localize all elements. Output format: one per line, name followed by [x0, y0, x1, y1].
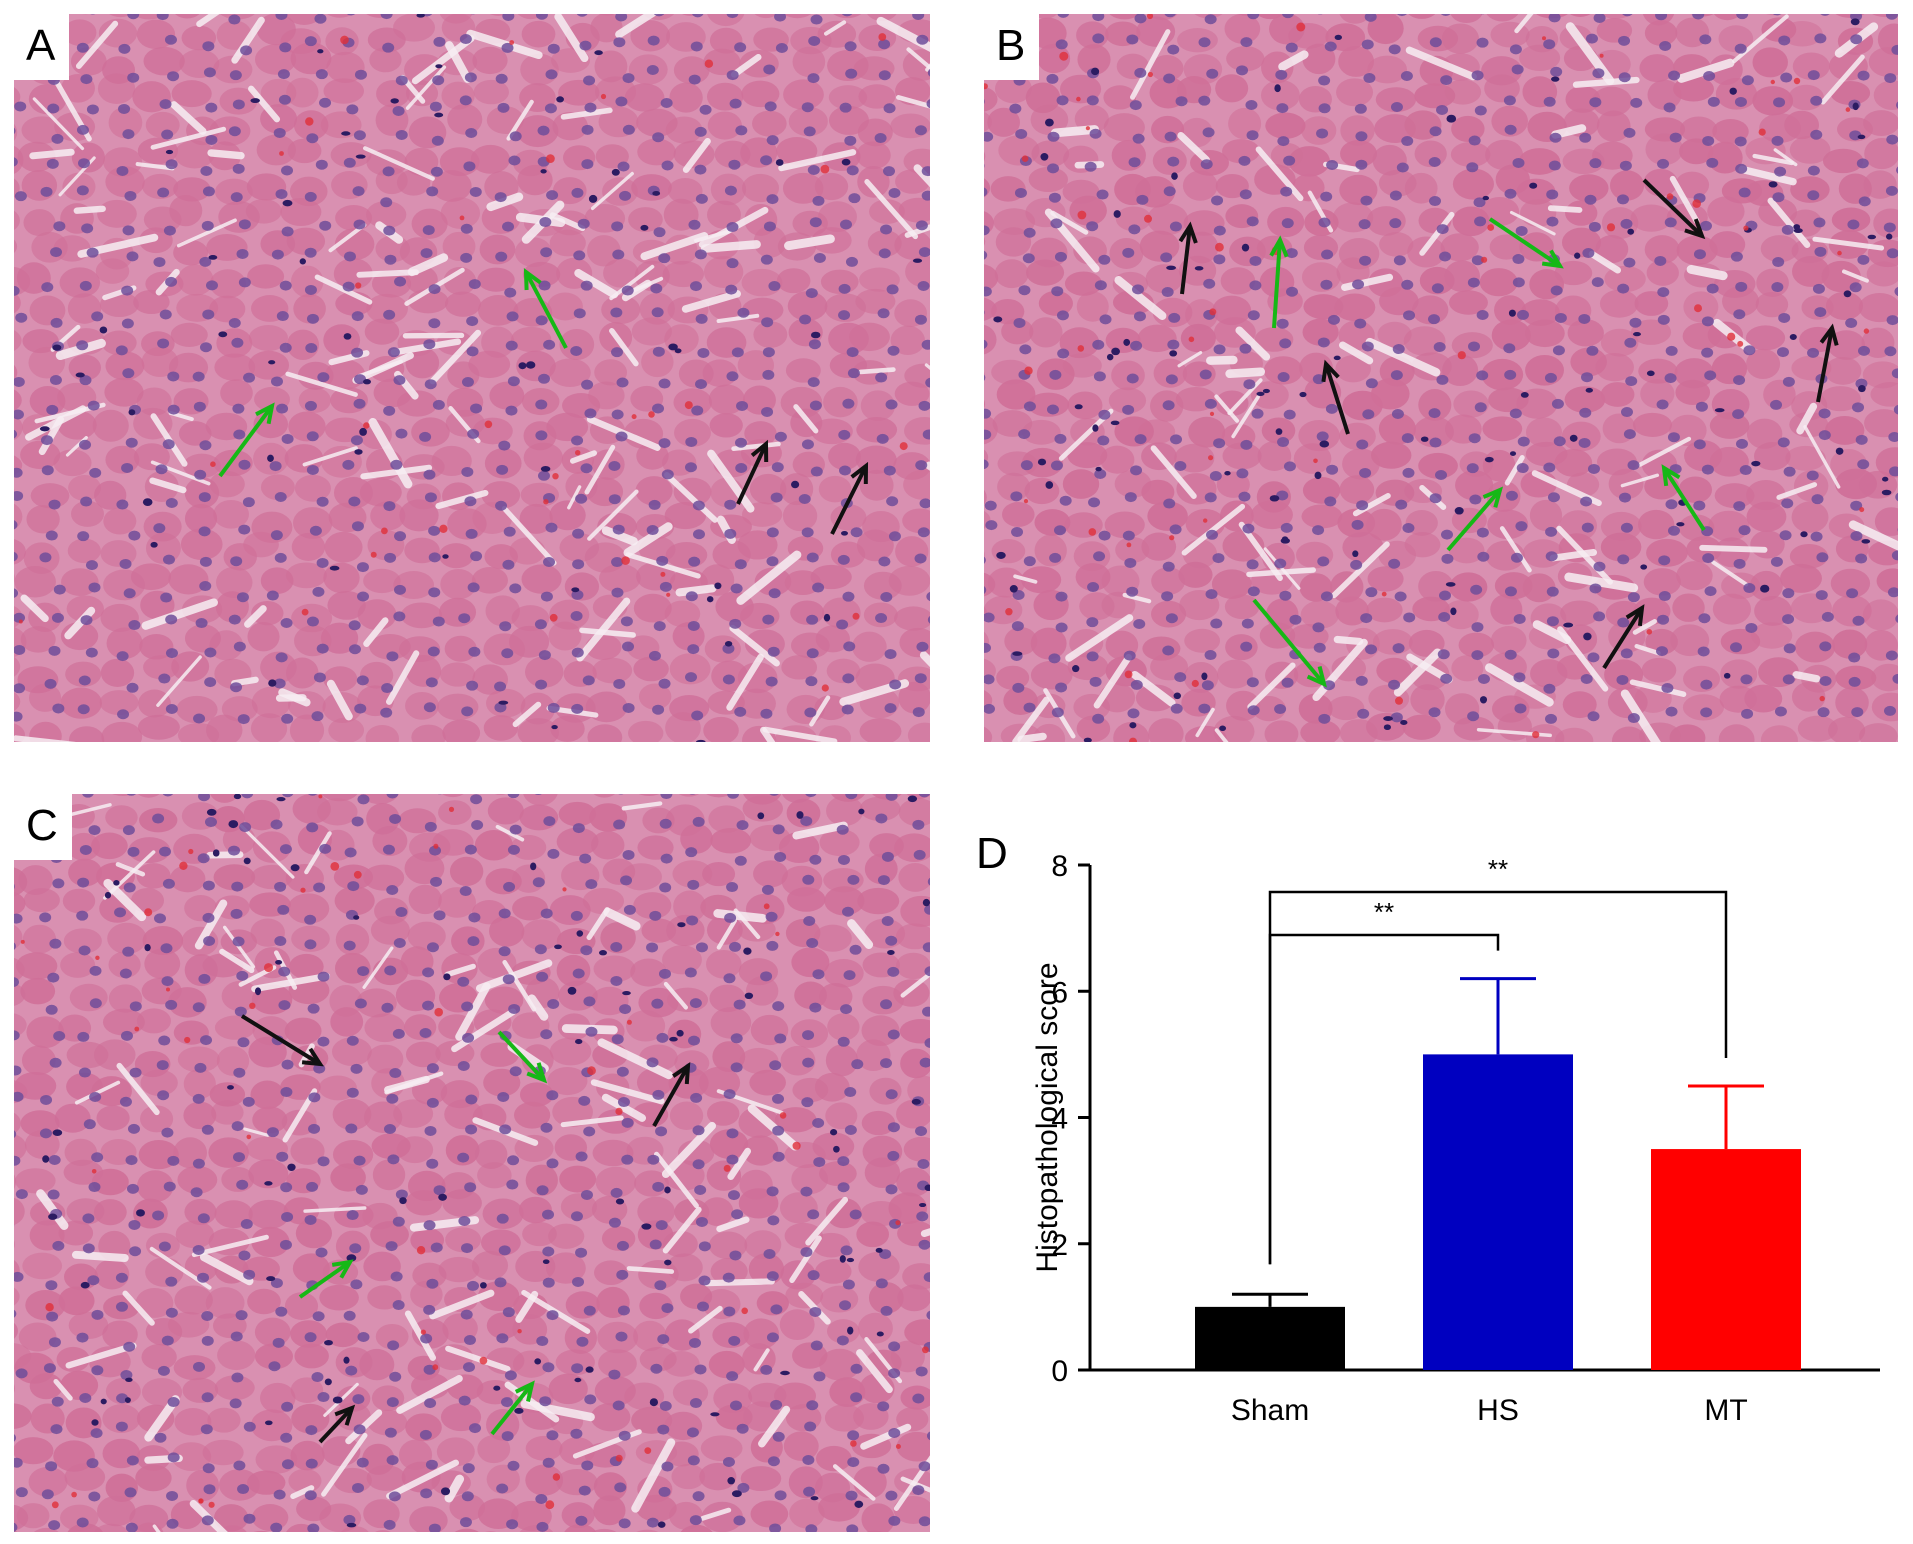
nuclei-layer — [984, 14, 1898, 742]
bar-sham — [1195, 1306, 1345, 1370]
black-arrow-icon — [1321, 359, 1350, 435]
significance-label: ** — [1488, 854, 1508, 884]
hepatocyte-layer — [14, 14, 930, 742]
sinusoid-layer — [1012, 14, 1898, 742]
significance-bracket — [1268, 890, 1728, 1265]
black-arrow-icon — [736, 439, 769, 505]
nuclei-layer — [14, 14, 930, 742]
black-arrow-icon — [240, 1014, 324, 1067]
y-tick-label: 0 — [1051, 1355, 1068, 1388]
x-tick-label: HS — [1477, 1394, 1519, 1427]
liver-micrograph-c — [14, 794, 930, 1532]
y-tick-label: 8 — [1051, 850, 1068, 883]
annotation-arrows — [218, 267, 869, 535]
x-tick-label: MT — [1704, 1394, 1747, 1427]
sinusoid-layer — [18, 801, 930, 1532]
panel-label-c: C — [14, 794, 72, 860]
panel-label-a: A — [14, 14, 70, 80]
black-arrow-icon — [318, 1404, 356, 1444]
micrograph-panel-c: C — [14, 794, 930, 1532]
panel-label-b: B — [984, 14, 1040, 80]
chart-panel-d: D 0 2 4 6 8 Histopathological score Sham HS MT **… — [960, 800, 1913, 1540]
micrograph-panel-a: A — [14, 14, 930, 742]
green-arrow-icon — [523, 267, 568, 349]
y-tick-label: 2 — [1051, 1229, 1068, 1262]
green-arrow-icon — [1488, 217, 1564, 269]
black-arrow-icon — [830, 461, 869, 535]
bar-mt — [1651, 1149, 1801, 1370]
black-arrow-icon — [652, 1062, 691, 1127]
black-arrow-icon — [1816, 323, 1839, 403]
liver-micrograph-a — [14, 14, 930, 742]
histopathological-score-chart: D 0 2 4 6 8 Histopathological score Sham HS MT **… — [976, 829, 1880, 1427]
bar-hs — [1423, 1054, 1573, 1370]
micrograph-panel-b: B — [984, 14, 1898, 742]
black-arrow-icon — [1178, 221, 1198, 295]
chart-plot-area: 0 2 4 6 8 Histopathological score Sham HS MT ** ** — [1031, 850, 1880, 1427]
annotation-arrows — [1178, 178, 1839, 688]
sinusoid-layer — [14, 14, 930, 742]
liver-micrograph-b — [984, 14, 1898, 742]
nuclei-layer — [14, 794, 930, 1532]
black-arrow-icon — [1642, 178, 1706, 240]
green-arrow-icon — [218, 402, 275, 478]
x-tick-label: Sham — [1231, 1394, 1309, 1427]
green-arrow-icon — [1252, 598, 1327, 688]
annotation-arrows — [240, 1014, 691, 1444]
green-arrow-icon — [298, 1259, 354, 1299]
green-arrow-icon — [1269, 235, 1289, 329]
y-axis-label: Histopathological score — [1031, 962, 1064, 1272]
y-tick-label: 4 — [1051, 1103, 1068, 1136]
green-arrow-icon — [1661, 464, 1706, 532]
y-tick-label: 6 — [1051, 976, 1068, 1009]
green-arrow-icon — [497, 1030, 548, 1084]
panel-label-d: D — [976, 829, 1008, 878]
green-arrow-icon — [490, 1380, 535, 1436]
black-arrow-icon — [1602, 604, 1645, 670]
significance-label: ** — [1374, 897, 1394, 927]
green-arrow-icon — [1446, 486, 1504, 552]
